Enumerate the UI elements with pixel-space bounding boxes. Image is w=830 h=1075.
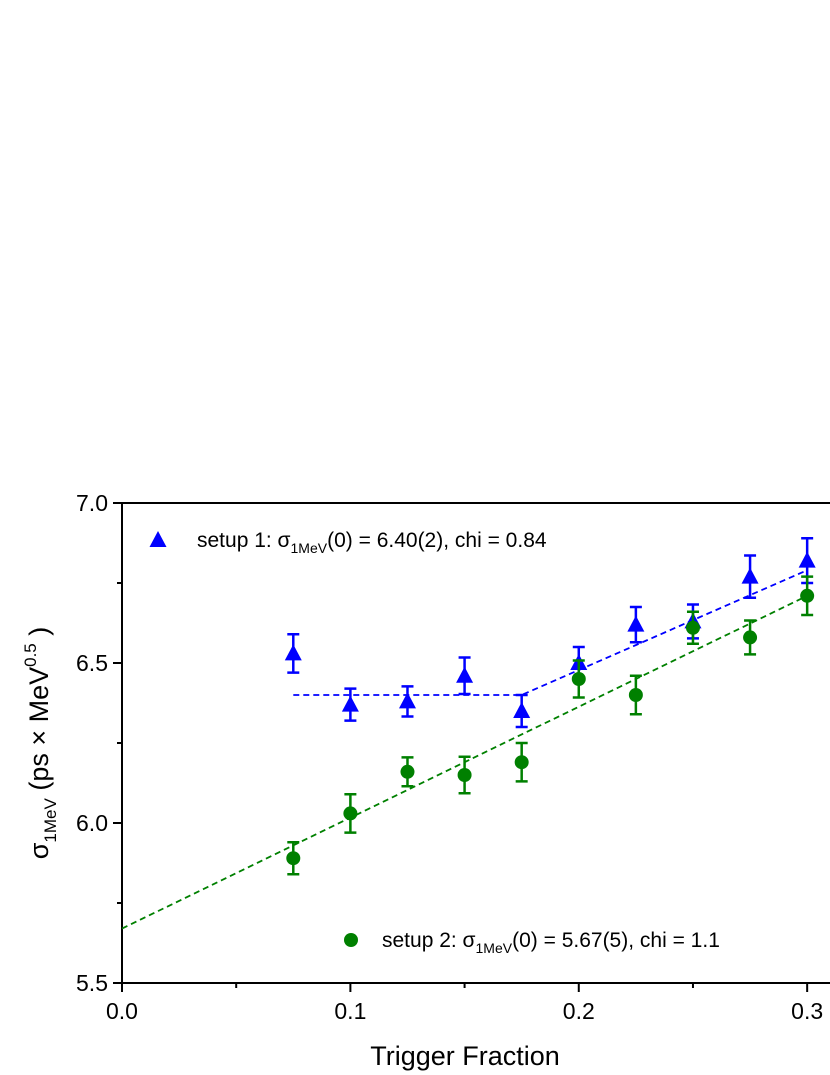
legend-label-part: (0) = 6.40(2), chi = 0.84: [327, 529, 547, 552]
marker: [628, 688, 643, 702]
x-tick-label: 0.0: [106, 998, 138, 1024]
y-tick-label: 7.0: [76, 490, 108, 516]
y-axis-title-part: (ps × MeV: [24, 667, 54, 798]
marker: [685, 620, 700, 635]
x-tick-label: 0.3: [791, 998, 823, 1024]
y-tick-label: 6.0: [76, 810, 108, 836]
legend-label-part: setup 2: σ: [382, 929, 476, 952]
y-axis-title-part: 1MeV: [41, 798, 60, 843]
y-tick-label: 6.5: [76, 650, 108, 676]
marker: [343, 806, 358, 821]
marker: [457, 768, 472, 782]
marker: [800, 588, 815, 603]
legend-label-part: (0) = 5.67(5), chi = 1.1: [512, 929, 720, 952]
legend-marker: [344, 933, 358, 947]
marker: [571, 672, 586, 686]
marker: [743, 630, 758, 645]
x-tick-label: 0.1: [334, 998, 366, 1024]
marker: [798, 551, 816, 568]
marker: [400, 764, 415, 779]
marker: [741, 567, 759, 584]
marker: [398, 692, 416, 709]
legend-label-part: 1MeV: [476, 940, 513, 956]
marker: [341, 695, 359, 712]
x-tick-label: 0.2: [563, 998, 595, 1024]
y-axis-title-part: ): [24, 627, 54, 644]
legend-label-part: 1MeV: [291, 540, 328, 556]
marker: [513, 702, 531, 718]
marker: [456, 666, 474, 683]
marker: [627, 615, 645, 632]
y-axis-title: σ1MeV (ps × MeV0.5 ): [21, 627, 60, 860]
legend-label: setup 2: σ1MeV(0) = 5.67(5), chi = 1.1: [382, 929, 720, 956]
marker: [284, 644, 302, 661]
y-tick-label: 5.5: [76, 970, 108, 996]
marker: [286, 851, 301, 866]
legend-label: setup 1: σ1MeV(0) = 6.40(2), chi = 0.84: [197, 529, 547, 556]
y-axis-title-part: 0.5: [21, 643, 40, 667]
marker: [514, 755, 529, 770]
y-axis-title-part: σ: [24, 842, 54, 859]
x-axis-title: Trigger Fraction: [370, 1041, 560, 1071]
legend-label-part: setup 1: σ: [197, 529, 291, 552]
legend-marker: [149, 531, 167, 547]
